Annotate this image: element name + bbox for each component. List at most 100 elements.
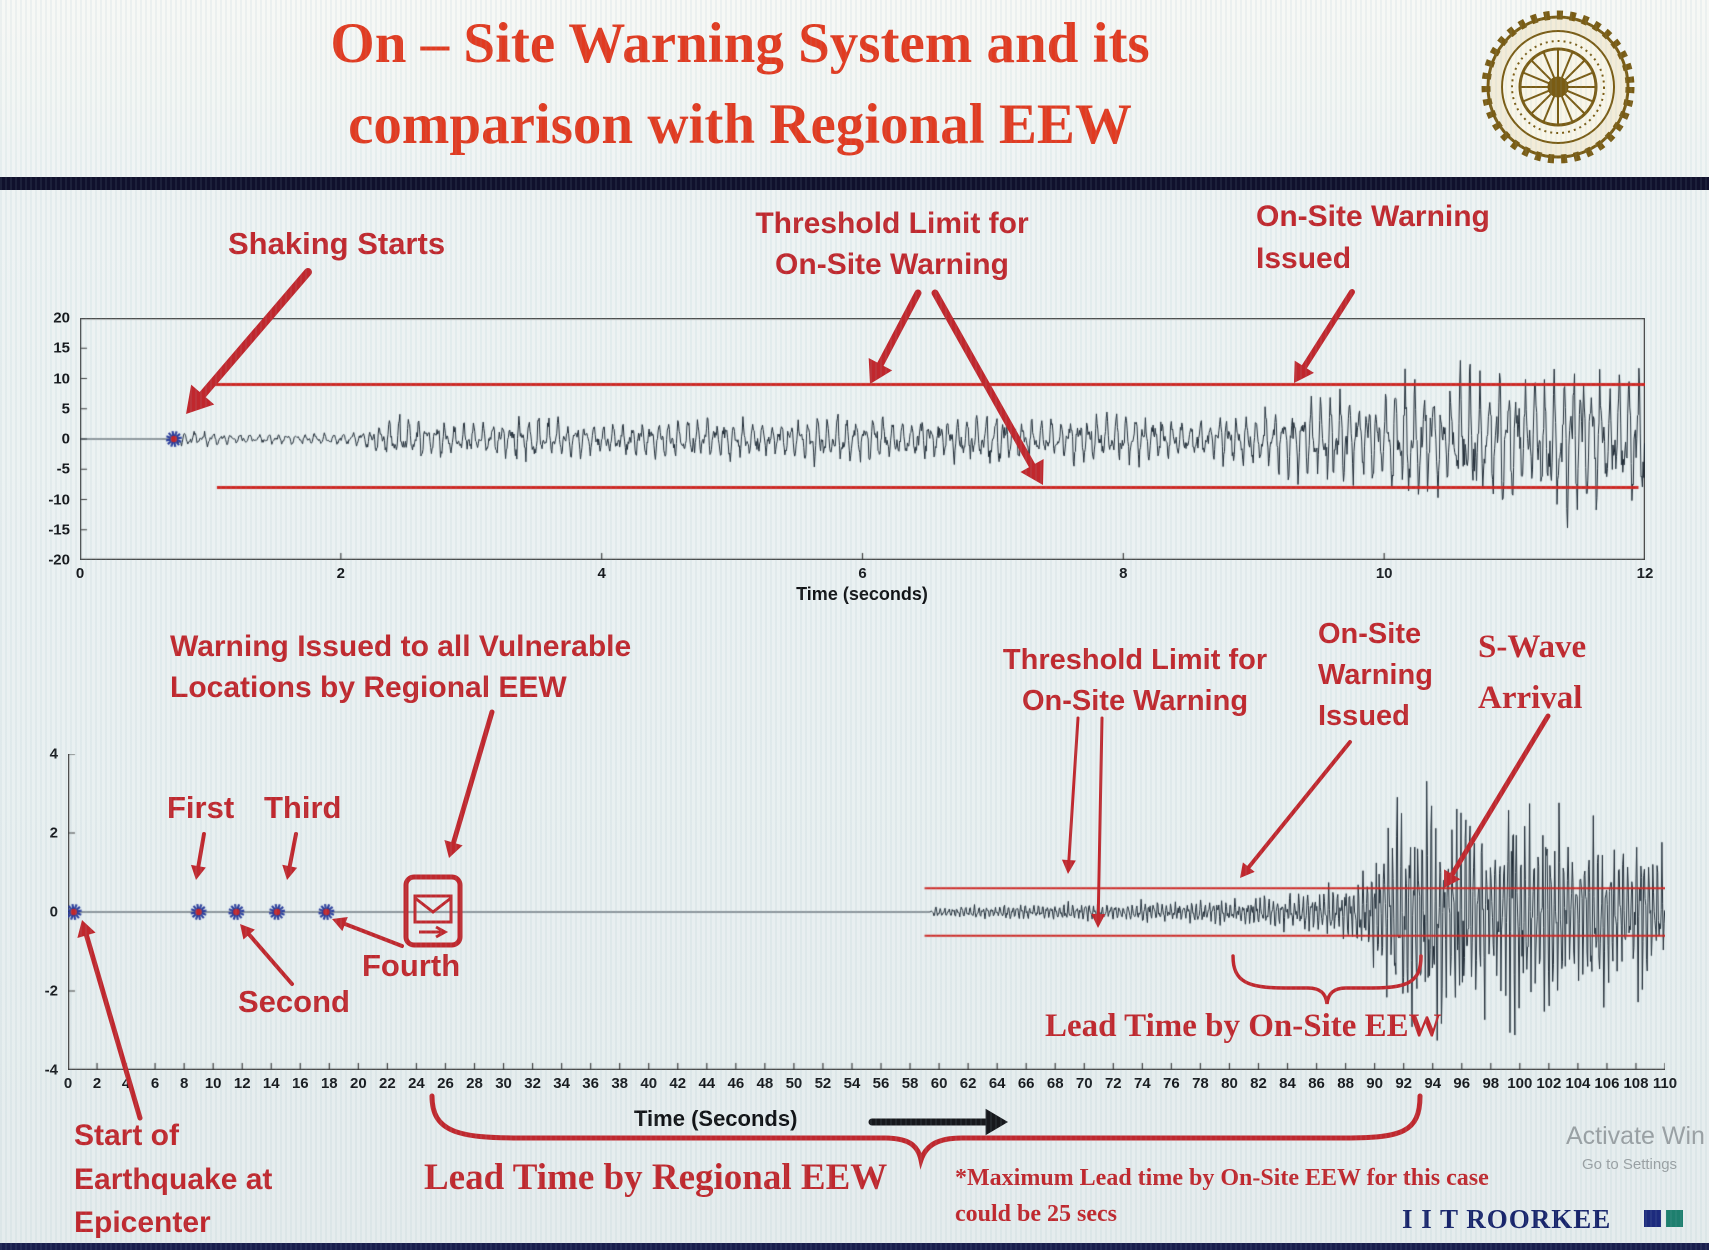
onsite-waveform-canvas bbox=[80, 318, 1645, 560]
brand-square-icon bbox=[1666, 1210, 1683, 1227]
x-tick-label: 76 bbox=[1163, 1075, 1180, 1092]
y-tick-label: -5 bbox=[56, 460, 70, 478]
x-tick-label: 92 bbox=[1395, 1075, 1413, 1092]
y-tick-label: 10 bbox=[53, 370, 70, 387]
onsite-warning-bottom-line1: On-Site bbox=[1318, 618, 1422, 650]
bottom-x-axis-label: Time (Seconds) bbox=[634, 1106, 798, 1131]
x-tick-label: 100 bbox=[1507, 1075, 1533, 1092]
s-wave-arrival-line2: Arrival bbox=[1478, 680, 1583, 717]
slide-title-line1: On – Site Warning System and its bbox=[330, 12, 1150, 75]
regional-waveform-canvas bbox=[68, 754, 1665, 1070]
first-label: First bbox=[167, 790, 235, 825]
start-epicenter-line3: Epicenter bbox=[74, 1206, 211, 1239]
x-tick-label: 110 bbox=[1652, 1075, 1678, 1092]
x-tick-label: 12 bbox=[1636, 565, 1654, 582]
y-tick-label: 0 bbox=[61, 430, 70, 448]
x-tick-label: 8 bbox=[179, 1075, 189, 1092]
x-tick-label: 58 bbox=[901, 1075, 919, 1092]
x-tick-label: 72 bbox=[1104, 1075, 1122, 1092]
bottom-rule bbox=[0, 1243, 1709, 1250]
regional-warning-label-line2: Locations by Regional EEW bbox=[170, 671, 567, 705]
top-x-axis-label: Time (seconds) bbox=[796, 584, 928, 604]
y-tick-label: -20 bbox=[48, 551, 70, 569]
start-epicenter-line2: Earthquake at bbox=[74, 1162, 273, 1196]
y-tick-label: 15 bbox=[53, 339, 70, 357]
y-tick-label: 2 bbox=[49, 824, 58, 842]
x-tick-label: 10 bbox=[204, 1075, 222, 1092]
onsite-warning-issued-top-line1: On-Site Warning bbox=[1256, 200, 1490, 233]
x-tick-label: 30 bbox=[495, 1075, 512, 1092]
x-tick-label: 60 bbox=[930, 1075, 948, 1092]
x-tick-label: 32 bbox=[524, 1075, 541, 1092]
threshold-limit-bottom-line1: Threshold Limit for bbox=[1002, 644, 1268, 676]
y-tick-label: -2 bbox=[44, 982, 58, 1000]
x-tick-label: 78 bbox=[1192, 1075, 1209, 1092]
x-tick-label: 44 bbox=[698, 1075, 716, 1092]
x-tick-label: 84 bbox=[1279, 1075, 1296, 1092]
x-tick-label: 14 bbox=[262, 1075, 280, 1092]
x-tick-label: 20 bbox=[350, 1075, 367, 1092]
onsite-warning-bottom-line3: Issued bbox=[1318, 700, 1410, 733]
x-tick-label: 62 bbox=[959, 1075, 977, 1092]
activate-windows-watermark-line2: Go to Settings bbox=[1582, 1156, 1678, 1173]
threshold-limit-label-top: Threshold Limit for On-Site Warning bbox=[726, 204, 1058, 285]
x-tick-label: 40 bbox=[640, 1075, 658, 1092]
x-tick-label: 34 bbox=[553, 1075, 570, 1092]
max-lead-time-note-line1: *Maximum Lead time by On-Site EEW for th… bbox=[955, 1165, 1489, 1191]
activate-windows-watermark: Activate Win bbox=[1566, 1122, 1705, 1150]
x-tick-label: 26 bbox=[437, 1075, 454, 1092]
x-tick-label: 68 bbox=[1046, 1075, 1064, 1092]
y-tick-label: 20 bbox=[53, 309, 70, 327]
start-epicenter-line1: Start of bbox=[74, 1119, 179, 1152]
onsite-warning-bottom-line2: Warning bbox=[1318, 659, 1433, 692]
y-tick-label: 0 bbox=[49, 903, 58, 921]
x-tick-label: 102 bbox=[1536, 1075, 1562, 1092]
y-tick-label: -10 bbox=[48, 491, 70, 508]
threshold-limit-label-bottom: Threshold Limit for On-Site Warning bbox=[984, 640, 1286, 721]
lead-time-regional-label: Lead Time by Regional EEW bbox=[424, 1157, 888, 1198]
x-tick-label: 50 bbox=[785, 1075, 803, 1092]
regional-warning-label: Warning Issued to all Vulnerable Locatio… bbox=[170, 626, 631, 709]
time-direction-arrow bbox=[868, 1108, 1008, 1136]
x-tick-label: 108 bbox=[1623, 1075, 1649, 1092]
x-tick-label: 96 bbox=[1453, 1075, 1471, 1092]
onsite-warning-issued-label-bottom: On-Site Warning Issued bbox=[1318, 614, 1433, 738]
x-tick-label: 10 bbox=[1375, 565, 1393, 582]
x-tick-label: 52 bbox=[814, 1075, 832, 1092]
onsite-warning-issued-top-line2: Issued bbox=[1256, 242, 1352, 275]
start-epicenter-label: Start of Earthquake at Epicenter bbox=[74, 1114, 272, 1245]
brand-square-icon bbox=[1644, 1210, 1661, 1227]
x-tick-label: 6 bbox=[858, 565, 867, 582]
lead-time-onsite-label: Lead Time by On-Site EEW bbox=[1045, 1008, 1442, 1044]
x-tick-label: 54 bbox=[843, 1075, 861, 1092]
x-tick-label: 18 bbox=[320, 1075, 338, 1092]
x-tick-label: 48 bbox=[756, 1075, 774, 1092]
x-tick-label: 38 bbox=[611, 1075, 629, 1092]
x-tick-label: 106 bbox=[1594, 1075, 1620, 1092]
iit-roorkee-wordmark: I I T ROORKEE bbox=[1402, 1204, 1612, 1234]
s-wave-arrival-label: S-Wave Arrival bbox=[1478, 622, 1586, 724]
y-tick-label: -15 bbox=[48, 521, 70, 539]
x-tick-label: 36 bbox=[582, 1075, 599, 1092]
x-tick-label: 4 bbox=[121, 1075, 131, 1092]
x-tick-label: 24 bbox=[408, 1075, 425, 1092]
x-tick-label: 98 bbox=[1482, 1075, 1500, 1092]
s-wave-arrival-line1: S-Wave bbox=[1478, 629, 1587, 665]
second-label: Second bbox=[238, 984, 350, 1019]
x-tick-label: 94 bbox=[1424, 1075, 1442, 1092]
fourth-label: Fourth bbox=[362, 948, 461, 983]
lead-time-regional-brace bbox=[429, 1093, 1423, 1170]
iit-roorkee-logo-icon bbox=[1481, 10, 1635, 164]
x-tick-label: 2 bbox=[336, 565, 345, 582]
x-tick-label: 86 bbox=[1308, 1075, 1325, 1092]
threshold-limit-label-top-line1: Threshold Limit for bbox=[755, 207, 1029, 240]
header-divider bbox=[0, 177, 1709, 190]
threshold-limit-label-top-line2: On-Site Warning bbox=[775, 247, 1009, 281]
x-tick-label: 4 bbox=[597, 565, 606, 582]
onsite-warning-issued-label-top: On-Site Warning Issued bbox=[1256, 196, 1490, 280]
threshold-limit-bottom-line2: On-Site Warning bbox=[1021, 684, 1249, 717]
x-tick-label: 90 bbox=[1366, 1075, 1383, 1092]
x-tick-label: 0 bbox=[75, 565, 85, 582]
x-tick-label: 2 bbox=[92, 1075, 102, 1092]
